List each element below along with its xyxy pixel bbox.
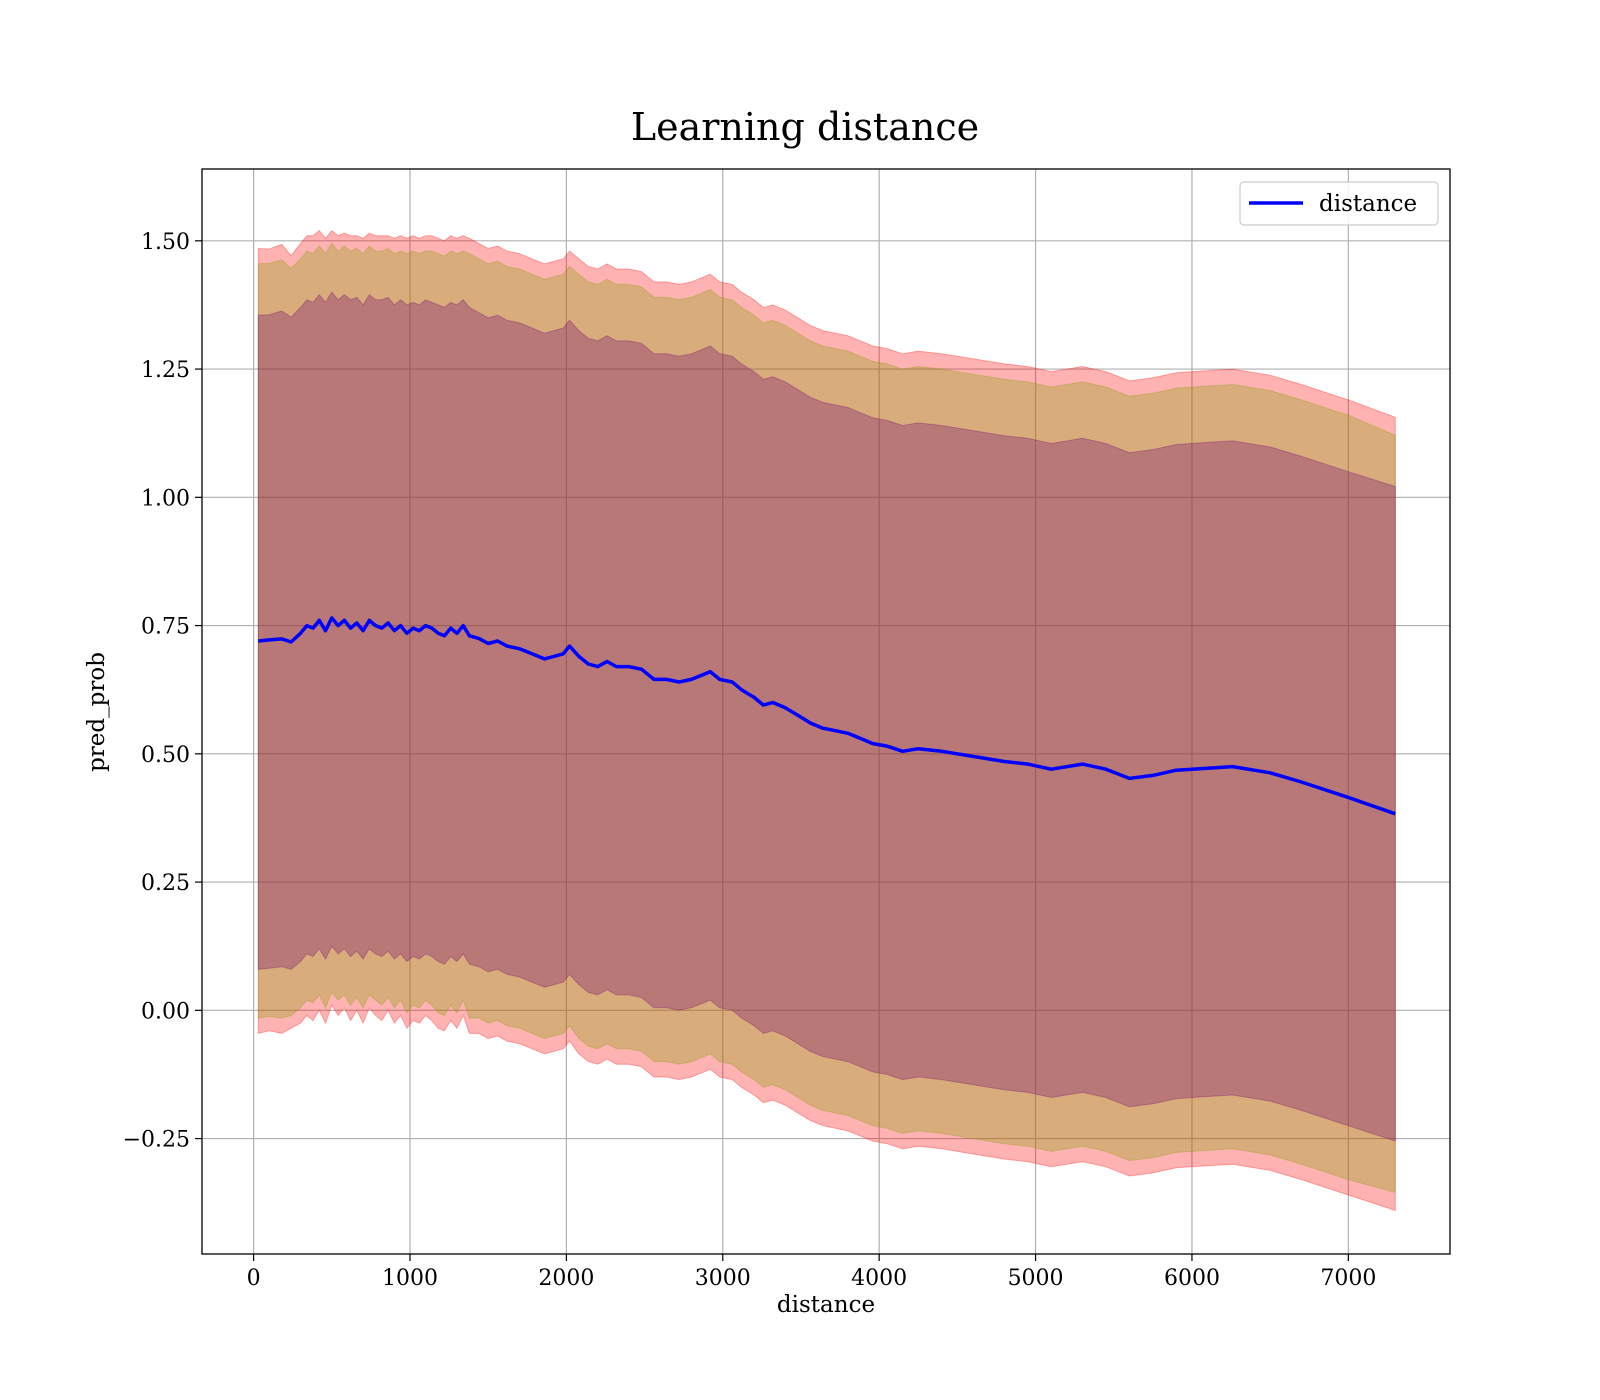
x-tick-label: 5000 bbox=[1008, 1266, 1064, 1291]
y-axis-label: pred_prob bbox=[84, 652, 110, 772]
legend-box bbox=[1239, 181, 1439, 226]
x-tick-label: 2000 bbox=[538, 1266, 594, 1291]
x-tick-label: 4000 bbox=[851, 1266, 907, 1291]
y-tick-label: 1.50 bbox=[141, 230, 190, 255]
series-line-0 bbox=[258, 616, 1396, 816]
confidence-bands bbox=[257, 229, 1396, 1212]
y-tick-label: 0.50 bbox=[141, 743, 190, 768]
y-tick-label: 0.75 bbox=[141, 615, 190, 640]
band-0 bbox=[257, 229, 1396, 1212]
y-tick-label: 1.00 bbox=[141, 486, 190, 511]
y-tick-label: 1.25 bbox=[141, 358, 190, 383]
legend: distance bbox=[1239, 181, 1439, 226]
y-tick-label: 0.00 bbox=[141, 999, 190, 1024]
band-2 bbox=[257, 291, 1396, 1142]
chart-title: Learning distance bbox=[631, 105, 979, 149]
x-tick-label: 6000 bbox=[1164, 1266, 1220, 1291]
x-tick-label: 3000 bbox=[695, 1266, 751, 1291]
y-tick-label: −0.25 bbox=[123, 1128, 190, 1153]
y-tick-label: 0.25 bbox=[141, 871, 190, 896]
x-axis: 0 1000 2000 3000 4000 5000 6000 7000 bbox=[247, 1254, 1376, 1291]
series-layer bbox=[258, 616, 1396, 816]
y-axis: −0.25 0.00 0.25 0.50 0.75 1.00 1.25 1.50 bbox=[123, 230, 202, 1153]
x-tick-label: 7000 bbox=[1320, 1266, 1376, 1291]
band-1 bbox=[257, 242, 1396, 1194]
legend-label: distance bbox=[1319, 191, 1417, 217]
plot-frame bbox=[201, 168, 1451, 1255]
grid-lines bbox=[202, 169, 1450, 1254]
x-tick-label: 0 bbox=[247, 1266, 261, 1291]
x-axis-label: distance bbox=[777, 1292, 875, 1318]
x-tick-label: 1000 bbox=[382, 1266, 438, 1291]
